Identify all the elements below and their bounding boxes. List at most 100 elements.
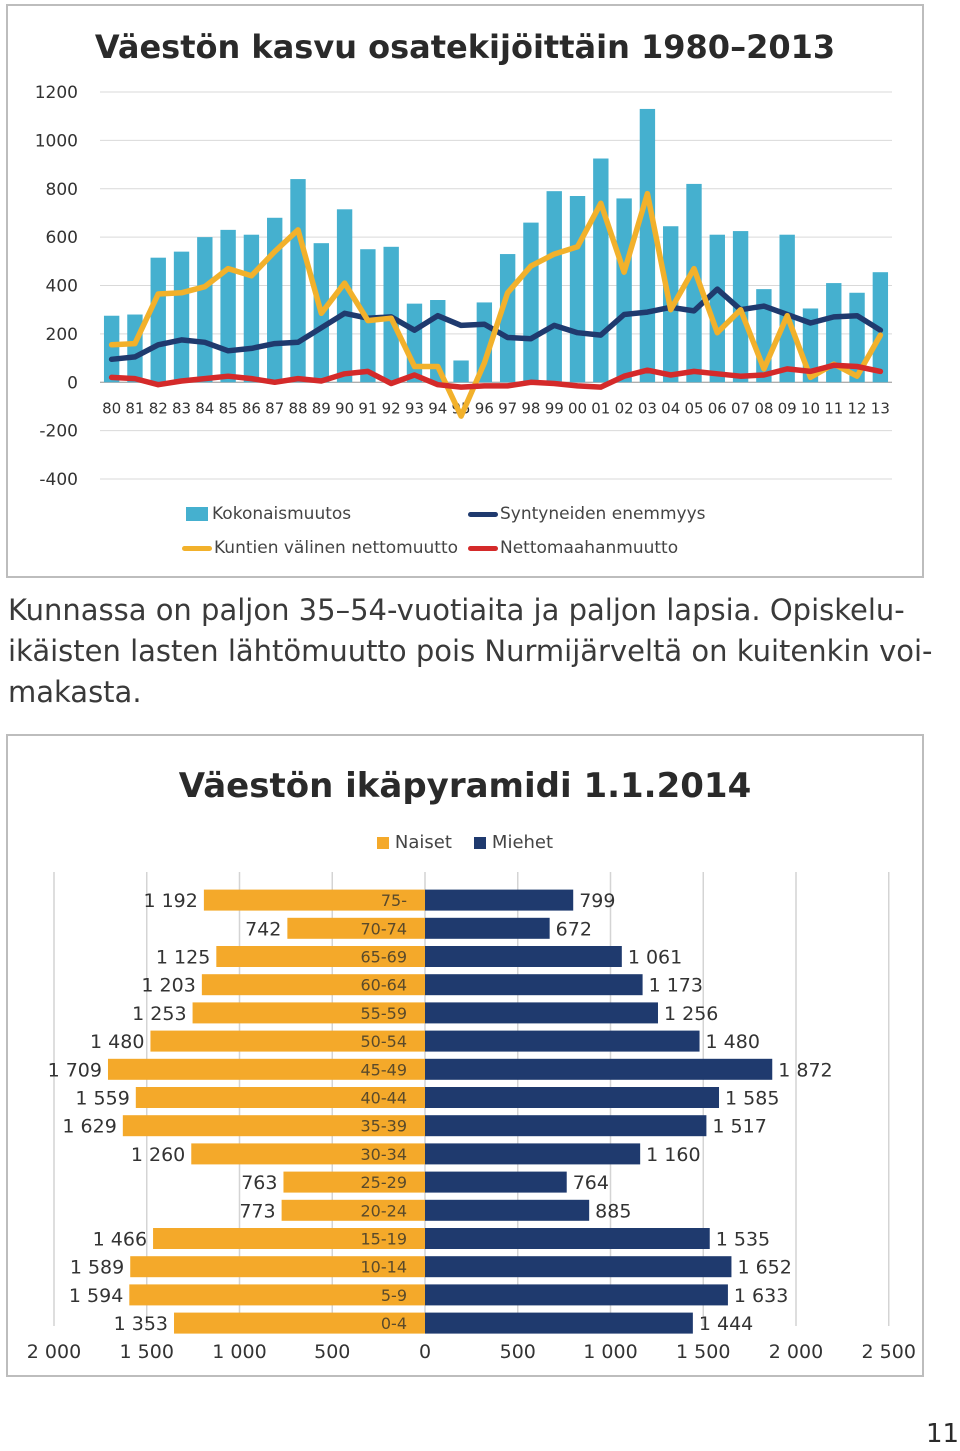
data-label-miehet: 1 633 xyxy=(734,1285,788,1307)
bar-kokonaismuutos xyxy=(220,229,236,383)
bar-naiset xyxy=(216,946,425,967)
data-label-miehet: 1 444 xyxy=(699,1313,753,1335)
x-tick-label: 97 xyxy=(498,399,517,417)
bar-kokonaismuutos xyxy=(593,158,609,383)
bar-miehet xyxy=(425,1143,641,1165)
data-label-miehet: 1 652 xyxy=(737,1257,791,1279)
legend-item-miehet: Miehet xyxy=(473,832,554,853)
y-tick-label: 400 xyxy=(46,277,78,297)
bar-kokonaismuutos xyxy=(499,254,516,383)
bar-kokonaismuutos xyxy=(406,303,423,383)
x-tick-label: 93 xyxy=(405,399,424,417)
bar-naiset xyxy=(130,1256,425,1278)
x-tick-label: 0 xyxy=(419,1341,431,1363)
data-label-naiset: 1 480 xyxy=(90,1031,144,1053)
data-label-miehet: 1 517 xyxy=(712,1116,766,1138)
bar-kokonaismuutos xyxy=(569,196,586,383)
data-label-naiset: 763 xyxy=(241,1172,277,1194)
bar-naiset xyxy=(201,974,425,996)
bar-kokonaismuutos xyxy=(336,209,353,383)
x-tick-label: 98 xyxy=(521,399,540,417)
legend-label: Miehet xyxy=(491,832,554,853)
bar-kokonaismuutos xyxy=(709,234,725,383)
data-label-miehet: 1 173 xyxy=(649,975,703,997)
bar-naiset xyxy=(129,1284,426,1306)
caption-text: Kunnassa on paljon 35–54-vuotiaita ja pa… xyxy=(8,590,933,713)
data-label-naiset: 1 192 xyxy=(143,890,197,912)
x-tick-label: 90 xyxy=(335,399,354,417)
bar-kokonaismuutos xyxy=(639,108,656,383)
y-tick-label: -200 xyxy=(39,422,78,442)
legend-label: Kokonaismuutos xyxy=(212,504,352,524)
x-tick-label: 91 xyxy=(358,399,377,417)
age-group-label: 60-64 xyxy=(361,976,408,995)
bar-kokonaismuutos xyxy=(779,234,795,383)
x-tick-label: 92 xyxy=(382,399,401,417)
x-tick-label: 99 xyxy=(545,399,564,417)
data-label-miehet: 885 xyxy=(595,1200,631,1222)
bar-kokonaismuutos xyxy=(546,191,562,383)
age-group-label: 75- xyxy=(381,891,407,910)
age-group-label: 50-54 xyxy=(361,1032,408,1051)
data-label-miehet: 1 585 xyxy=(725,1088,779,1110)
x-tick-label: 06 xyxy=(708,399,727,417)
bar-miehet xyxy=(425,1115,707,1137)
x-tick-label: 500 xyxy=(500,1341,536,1363)
x-tick-label: 84 xyxy=(195,399,214,417)
y-tick-label: 800 xyxy=(46,180,78,200)
x-tick-label: 12 xyxy=(848,399,867,417)
legend-swatch xyxy=(376,837,389,849)
data-label-naiset: 742 xyxy=(245,918,281,940)
x-tick-label: 03 xyxy=(638,399,657,417)
data-label-miehet: 1 160 xyxy=(646,1144,700,1166)
bar-kokonaismuutos xyxy=(826,283,842,383)
bar-naiset xyxy=(135,1087,426,1108)
legend-swatch xyxy=(468,545,498,551)
bar-miehet xyxy=(425,974,643,996)
x-tick-label: 88 xyxy=(288,399,307,417)
x-tick-label: 87 xyxy=(265,399,284,417)
bar-kokonaismuutos xyxy=(103,315,120,383)
bar-naiset xyxy=(287,917,425,939)
legend-item-kuntien-valinen-nettomuutto: Kuntien välinen nettomuutto xyxy=(182,538,458,558)
bar-miehet xyxy=(425,1256,732,1278)
bar-naiset xyxy=(107,1058,425,1080)
x-tick-label: 10 xyxy=(801,399,820,417)
bar-kokonaismuutos xyxy=(173,251,190,383)
x-tick-label: 1 000 xyxy=(212,1341,266,1363)
x-tick-label: 09 xyxy=(778,399,797,417)
data-label-naiset: 1 125 xyxy=(156,947,210,969)
age-group-label: 45-49 xyxy=(361,1060,408,1079)
x-tick-label: 83 xyxy=(172,399,191,417)
data-label-naiset: 1 203 xyxy=(141,975,195,997)
data-label-naiset: 1 709 xyxy=(48,1059,102,1081)
bar-naiset xyxy=(191,1143,425,1165)
legend-item-kokonaismuutos: Kokonaismuutos xyxy=(186,504,351,524)
x-tick-label: 02 xyxy=(615,399,634,417)
bar-kokonaismuutos xyxy=(686,183,702,383)
data-label-naiset: 1 353 xyxy=(114,1313,168,1335)
y-tick-label: 200 xyxy=(46,325,78,345)
caption-line: makasta. xyxy=(8,675,142,709)
x-tick-label: 89 xyxy=(312,399,331,417)
x-tick-label: 2 000 xyxy=(27,1341,81,1363)
caption-line: ikäisten lasten lähtömuutto pois Nurmijä… xyxy=(8,634,933,668)
age-group-label: 0-4 xyxy=(381,1314,407,1333)
age-group-label: 65-69 xyxy=(361,948,408,967)
y-tick-label: -400 xyxy=(39,470,78,490)
bar-kokonaismuutos xyxy=(197,237,213,383)
bar-naiset xyxy=(283,1171,425,1193)
bar-naiset xyxy=(281,1199,425,1221)
age-group-label: 10-14 xyxy=(361,1258,408,1277)
bar-miehet xyxy=(425,946,622,967)
data-label-miehet: 1 061 xyxy=(628,947,682,969)
age-group-label: 55-59 xyxy=(361,1004,408,1023)
legend-swatch xyxy=(182,545,212,551)
x-tick-label: 11 xyxy=(824,399,843,417)
data-label-miehet: 1 535 xyxy=(716,1229,770,1251)
age-pyramid-plot: 2 000 1 500 1 000 500 0 500 1 000 1 500 2 000 2 5… xyxy=(27,872,916,1363)
x-tick-label: 1 000 xyxy=(583,1341,637,1363)
data-label-miehet: 1 480 xyxy=(706,1031,760,1053)
bar-miehet xyxy=(425,1087,720,1108)
